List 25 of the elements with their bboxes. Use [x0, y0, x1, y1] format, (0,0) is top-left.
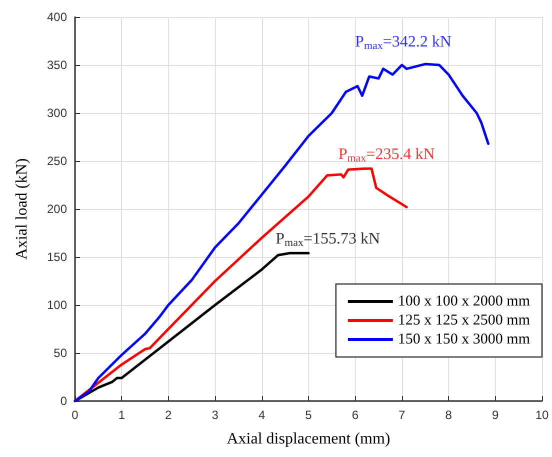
x-tick-label: 4 — [258, 408, 266, 422]
x-tick-label: 3 — [212, 408, 219, 422]
x-tick-label: 2 — [165, 408, 172, 422]
x-tick-label: 10 — [535, 408, 549, 422]
y-tick-label: 400 — [46, 10, 68, 24]
y-tick-label: 200 — [46, 202, 68, 216]
x-tick-label: 9 — [492, 408, 499, 422]
legend-label: 125 x 125 x 2500 mm — [398, 312, 530, 328]
x-tick-label: 1 — [118, 408, 126, 422]
y-tick-label: 350 — [46, 58, 68, 72]
y-axis-title: Axial load (kN) — [14, 158, 30, 260]
y-tick-label: 300 — [46, 106, 68, 120]
x-tick-label: 5 — [305, 408, 312, 422]
legend-label: 100 x 100 x 2000 mm — [398, 294, 530, 310]
y-tick-label: 100 — [46, 298, 68, 312]
y-tick-label: 150 — [46, 250, 68, 264]
x-tick-label: 7 — [398, 408, 406, 422]
legend-label: 150 x 150 x 3000 mm — [398, 332, 530, 348]
y-tick-label: 0 — [60, 394, 68, 408]
y-tick-label: 250 — [46, 154, 68, 168]
x-tick-label: 6 — [352, 408, 359, 422]
x-tick-label: 0 — [72, 408, 79, 422]
x-axis-title: Axial displacement (mm) — [226, 430, 390, 448]
x-tick-label: 8 — [445, 408, 452, 422]
y-tick-label: 50 — [54, 346, 68, 360]
